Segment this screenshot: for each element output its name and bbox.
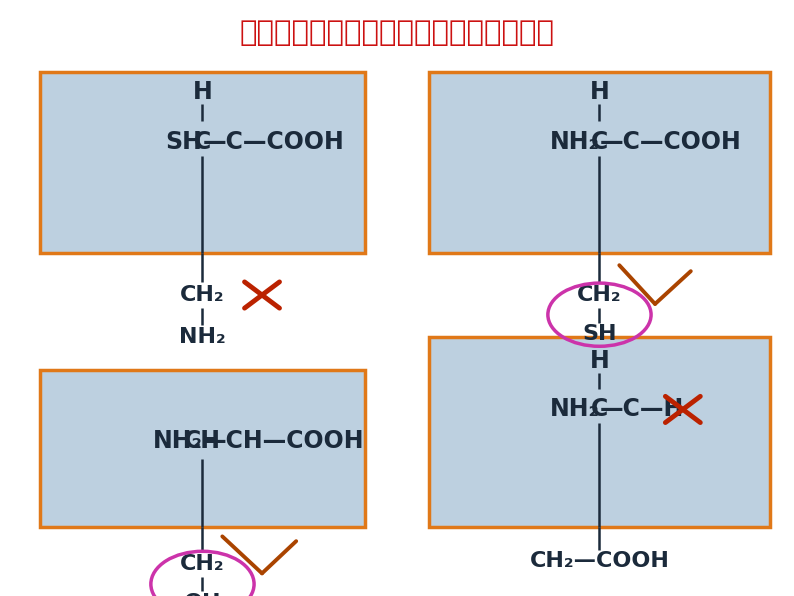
Text: C: C <box>194 130 211 154</box>
Text: C: C <box>591 398 608 421</box>
Text: —C—H: —C—H <box>599 398 684 421</box>
Text: CH₂: CH₂ <box>577 285 622 305</box>
FancyBboxPatch shape <box>429 337 770 527</box>
Text: OH: OH <box>183 593 222 596</box>
Text: NH₂: NH₂ <box>549 130 599 154</box>
Text: SH: SH <box>166 130 202 154</box>
Text: CH: CH <box>184 429 221 453</box>
Text: CH₂: CH₂ <box>180 285 225 305</box>
Text: —CH—COOH: —CH—COOH <box>202 429 364 453</box>
Text: NH₂: NH₂ <box>152 429 202 453</box>
Text: CH₂: CH₂ <box>180 554 225 575</box>
Text: C: C <box>591 130 608 154</box>
Text: —C—COOH: —C—COOH <box>599 130 742 154</box>
FancyBboxPatch shape <box>429 72 770 253</box>
Text: H: H <box>590 80 609 104</box>
Text: CH₂—COOH: CH₂—COOH <box>530 551 669 572</box>
Text: —C—COOH: —C—COOH <box>202 130 345 154</box>
FancyBboxPatch shape <box>40 370 365 527</box>
Text: H: H <box>590 349 609 372</box>
Text: H: H <box>193 80 212 104</box>
Text: SH: SH <box>582 324 617 344</box>
Text: 练习：以下哪些是组成蛋白质的氨基酸？: 练习：以下哪些是组成蛋白质的氨基酸？ <box>240 19 554 46</box>
Text: NH₂: NH₂ <box>549 398 599 421</box>
FancyBboxPatch shape <box>40 72 365 253</box>
Text: NH₂: NH₂ <box>179 327 225 347</box>
